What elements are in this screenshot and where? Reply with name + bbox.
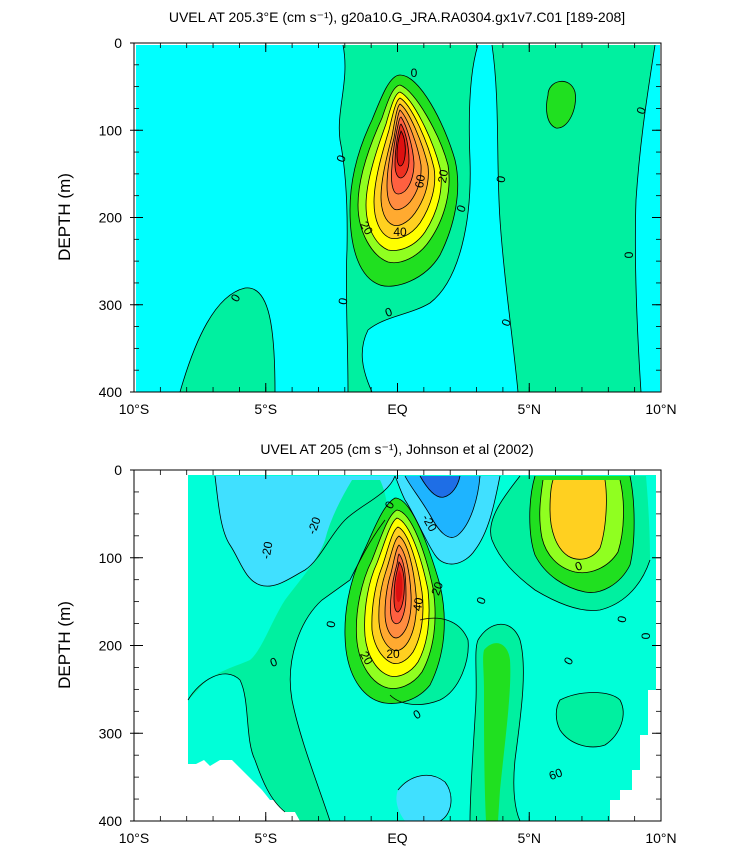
contour-label: 0 — [615, 614, 630, 623]
contour-label: 0 — [336, 296, 351, 305]
x-tick-label: 10°N — [645, 401, 676, 417]
chart-title-model: UVEL AT 205.3°E (cm s⁻¹), g20a10.G_JRA.R… — [169, 9, 625, 25]
contour-label: 20 — [357, 219, 376, 238]
x-tick-label: 5°S — [254, 401, 277, 417]
region-90-plus — [396, 570, 403, 603]
y-axis-label-obs: DEPTH (m) — [55, 601, 74, 689]
chart-title-obs: UVEL AT 205 (cm s⁻¹), Johnson et al (200… — [260, 441, 533, 457]
y-tick-label: 300 — [99, 725, 123, 741]
contour-label: -20 — [305, 515, 324, 536]
contour-label: -20 — [259, 540, 276, 560]
y-tick-label: 100 — [99, 122, 123, 138]
contour-fill-model — [134, 43, 661, 392]
region-neg-20-10-south — [396, 775, 452, 821]
x-tick-label: EQ — [387, 401, 407, 417]
region-neg-40-30 — [420, 476, 460, 498]
contour-label: 0 — [454, 203, 470, 214]
x-tick-label: 5°N — [518, 830, 542, 846]
region-0-10-west — [188, 480, 388, 821]
contour-label: 0 — [411, 66, 418, 80]
contour-label: 20 — [357, 649, 376, 668]
contour-label: 0 — [639, 632, 653, 639]
y-tick-label: 0 — [114, 35, 122, 51]
contour-label: 20 — [428, 580, 446, 598]
contour-label: 60 — [547, 765, 565, 783]
x-tick-label: 5°N — [518, 401, 542, 417]
region-0-10-sw — [180, 287, 275, 392]
region-10-20-east — [546, 81, 576, 129]
region-40-50-east — [550, 480, 607, 560]
panel-obs: UVEL AT 205 (cm s⁻¹), Johnson et al (200… — [55, 441, 677, 846]
x-tick-label: 10°S — [119, 401, 150, 417]
contour-fill-obs — [134, 470, 661, 821]
contour-label: 60 — [412, 173, 428, 189]
panel-model: UVEL AT 205.3°E (cm s⁻¹), g20a10.G_JRA.R… — [55, 9, 677, 417]
x-tick-label: EQ — [387, 830, 407, 846]
contour-label: 20 — [435, 168, 451, 184]
contour-label: 0 — [268, 654, 279, 670]
region-90-plus — [397, 131, 406, 166]
x-tick-label: 10°N — [645, 830, 676, 846]
contour-label: 0 — [634, 105, 650, 116]
y-tick-label: 400 — [99, 813, 123, 829]
region-10-20-mid — [483, 643, 511, 821]
y-tick-label: 300 — [99, 297, 123, 313]
contour-label: 40 — [410, 596, 426, 612]
y-tick-label: 100 — [99, 550, 123, 566]
contour-label: 0 — [474, 595, 490, 606]
contour-label: 0 — [324, 619, 339, 628]
y-axis-label-model: DEPTH (m) — [55, 173, 74, 261]
region-0-10-se — [556, 692, 624, 747]
region-neg-30-20 — [405, 476, 480, 538]
x-tick-label: 10°S — [119, 830, 150, 846]
contour-label: 40 — [393, 225, 407, 239]
contour-label: 20 — [386, 647, 400, 661]
y-tick-label: 200 — [99, 638, 123, 654]
contour-label: 0 — [383, 304, 394, 320]
region-0-10-east — [492, 45, 655, 392]
y-tick-label: 200 — [99, 210, 123, 226]
x-tick-label: 5°S — [254, 830, 277, 846]
contour-label: 0 — [334, 153, 350, 164]
contour-label: 0 — [622, 251, 636, 258]
contour-label: 0 — [494, 174, 509, 183]
y-tick-label: 400 — [99, 384, 123, 400]
y-tick-label: 0 — [114, 462, 122, 478]
contour-label: 0 — [499, 317, 515, 328]
contour-label: 0 — [573, 558, 584, 574]
